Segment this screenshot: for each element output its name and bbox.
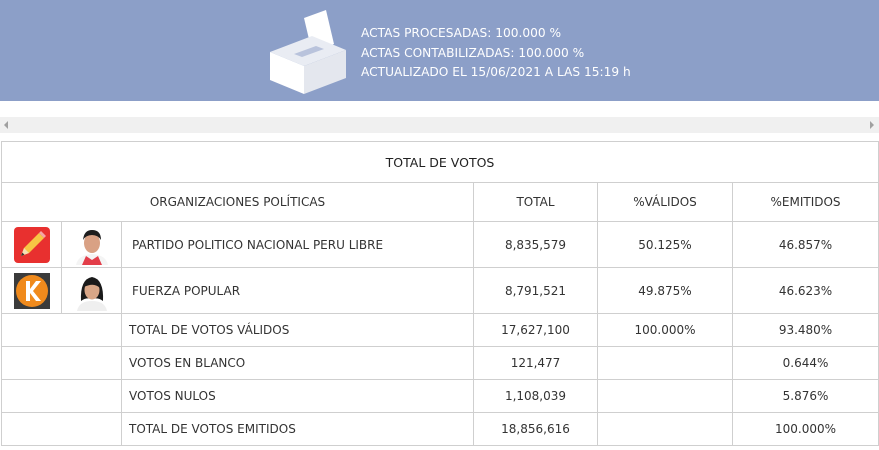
party-name: PARTIDO POLITICO NACIONAL PERU LIBRE	[121, 221, 474, 268]
empty-cell	[1, 412, 122, 446]
table-row: PARTIDO POLITICO NACIONAL PERU LIBRE 8,8…	[1, 221, 879, 268]
last-updated: ACTUALIZADO EL 15/06/2021 A LAS 15:19 h	[361, 65, 631, 79]
pencil-logo-icon	[13, 226, 50, 263]
results-banner: ACTAS PROCESADAS: 100.000 % ACTAS CONTAB…	[0, 0, 879, 101]
actas-procesadas: ACTAS PROCESADAS: 100.000 %	[361, 26, 562, 40]
summary-total: 18,856,616	[473, 412, 598, 446]
header-pct-emitted: %EMITIDOS	[731, 182, 879, 222]
arrow-right-icon[interactable]	[870, 121, 874, 129]
summary-pct-emitted: 93.480%	[731, 313, 879, 347]
party-total: 8,791,521	[473, 267, 598, 314]
table-row: VOTOS NULOS 1,108,039 5.876%	[1, 379, 879, 413]
party-total: 8,835,579	[473, 221, 598, 268]
header-total: TOTAL	[473, 182, 598, 222]
table-row: VOTOS EN BLANCO 121,477 0.644%	[1, 346, 879, 380]
candidate-photo-cell	[61, 267, 122, 314]
empty-cell	[1, 346, 122, 380]
candidate-photo-male	[71, 224, 112, 265]
party-pct-valid: 50.125%	[597, 221, 733, 268]
summary-label: TOTAL DE VOTOS EMITIDOS	[121, 412, 474, 446]
banner-status-text: ACTAS PROCESADAS: 100.000 % ACTAS CONTAB…	[361, 24, 631, 83]
summary-pct-valid	[597, 379, 733, 413]
party-logo-cell	[1, 267, 62, 314]
table-row: FUERZA POPULAR 8,791,521 49.875% 46.623%	[1, 267, 879, 314]
summary-label: VOTOS EN BLANCO	[121, 346, 474, 380]
summary-pct-valid	[597, 346, 733, 380]
table-header-row: ORGANIZACIONES POLÍTICAS TOTAL %VÁLIDOS …	[1, 182, 879, 222]
summary-total: 121,477	[473, 346, 598, 380]
candidate-photo-cell	[61, 221, 122, 268]
party-name: FUERZA POPULAR	[121, 267, 474, 314]
summary-pct-valid	[597, 412, 733, 446]
table-title-row: TOTAL DE VOTOS	[0, 141, 879, 183]
horizontal-scrollbar[interactable]	[0, 117, 879, 133]
votes-table: TOTAL DE VOTOS ORGANIZACIONES POLÍTICAS …	[0, 141, 879, 446]
summary-label: VOTOS NULOS	[121, 379, 474, 413]
party-pct-valid: 49.875%	[597, 267, 733, 314]
summary-label: TOTAL DE VOTOS VÁLIDOS	[121, 313, 474, 347]
header-pct-valid: %VÁLIDOS	[597, 182, 733, 222]
candidate-photo-female	[71, 270, 112, 311]
table-row: TOTAL DE VOTOS VÁLIDOS 17,627,100 100.00…	[1, 313, 879, 347]
summary-pct-valid: 100.000%	[597, 313, 733, 347]
k-logo-icon	[13, 272, 50, 309]
empty-cell	[1, 379, 122, 413]
party-pct-emitted: 46.623%	[731, 267, 879, 314]
party-logo-cell	[1, 221, 62, 268]
summary-pct-emitted: 5.876%	[731, 379, 879, 413]
table-title: TOTAL DE VOTOS	[0, 141, 879, 183]
header-organizations: ORGANIZACIONES POLÍTICAS	[1, 182, 474, 222]
summary-total: 17,627,100	[473, 313, 598, 347]
table-row: TOTAL DE VOTOS EMITIDOS 18,856,616 100.0…	[1, 412, 879, 446]
empty-cell	[1, 313, 122, 347]
actas-contabilizadas: ACTAS CONTABILIZADAS: 100.000 %	[361, 45, 585, 60]
summary-total: 1,108,039	[473, 379, 598, 413]
summary-pct-emitted: 100.000%	[731, 412, 879, 446]
arrow-left-icon[interactable]	[4, 121, 8, 129]
ballot-box-icon	[270, 10, 346, 94]
summary-pct-emitted: 0.644%	[731, 346, 879, 380]
party-pct-emitted: 46.857%	[731, 221, 879, 268]
